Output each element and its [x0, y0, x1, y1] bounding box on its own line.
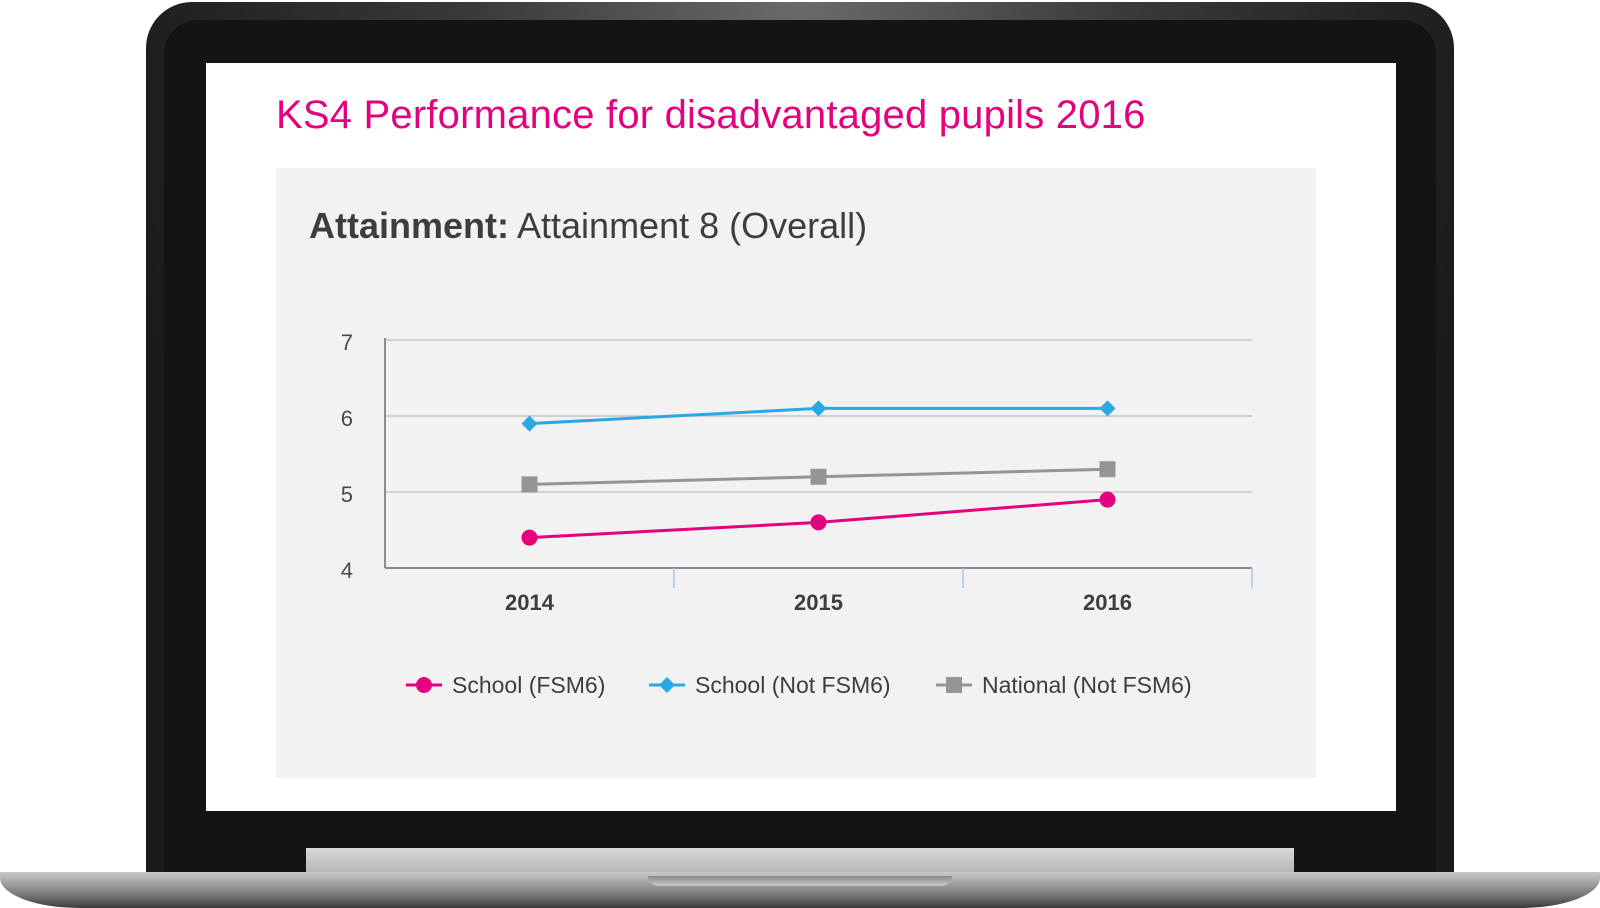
data-point	[810, 400, 827, 417]
data-point	[1099, 491, 1116, 508]
legend-label: National (Not FSM6)	[982, 672, 1192, 698]
data-point	[521, 476, 538, 493]
chart-heading: Attainment: Attainment 8 (Overall)	[309, 205, 867, 247]
y-tick-label: 5	[341, 482, 353, 507]
y-tick-label: 4	[341, 558, 353, 583]
chart-panel: Attainment: Attainment 8 (Overall) 4 5 6 7 2…	[276, 168, 1316, 778]
x-tick-label: 2016	[1083, 590, 1132, 615]
legend-label: School (FSM6)	[452, 672, 605, 698]
laptop-hinge	[306, 848, 1294, 876]
line-chart: 4 5 6 7 2014 2015 2016 School (FSM6) School (Not…	[341, 330, 1253, 698]
legend-label: School (Not FSM6)	[695, 672, 891, 698]
legend-marker	[946, 677, 962, 693]
laptop-notch	[648, 876, 952, 886]
y-tick-label: 6	[341, 406, 353, 431]
data-point	[810, 468, 827, 485]
y-tick-label: 7	[341, 330, 353, 355]
legend-marker	[416, 677, 432, 693]
laptop-screen: KS4 Performance for disadvantaged pupils…	[206, 63, 1396, 811]
x-tick-label: 2015	[794, 590, 843, 615]
x-tick-label: 2014	[505, 590, 555, 615]
legend-marker	[659, 677, 675, 693]
data-point	[1099, 461, 1116, 478]
data-point	[521, 415, 538, 432]
slide-title: KS4 Performance for disadvantaged pupils…	[276, 93, 1146, 137]
data-point	[810, 514, 827, 531]
data-point	[1099, 400, 1116, 417]
data-point	[521, 529, 538, 546]
chart-heading-rest: Attainment 8 (Overall)	[517, 205, 868, 246]
chart-heading-bold: Attainment:	[309, 205, 509, 246]
